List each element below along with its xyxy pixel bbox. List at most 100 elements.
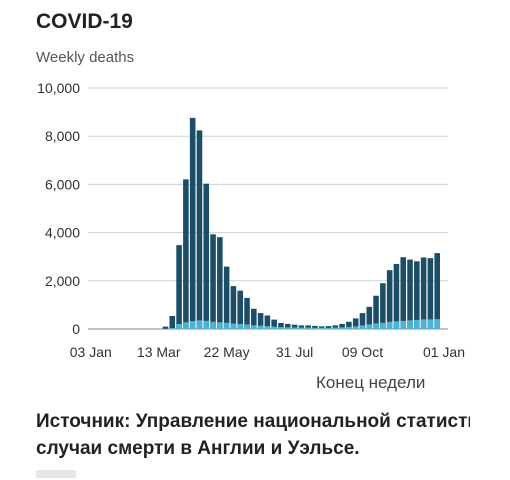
y-tick-label: 4,000	[45, 225, 80, 241]
bar	[386, 270, 393, 329]
bar-secondary	[339, 327, 345, 329]
bar-secondary	[393, 321, 400, 329]
bar	[400, 257, 407, 329]
bar-secondary	[169, 328, 176, 329]
bar	[434, 253, 440, 329]
bar	[169, 315, 176, 329]
bar-secondary	[407, 320, 413, 329]
bar-secondary	[346, 326, 352, 329]
bar	[305, 325, 311, 329]
y-tick-label: 6,000	[45, 176, 80, 192]
bar	[244, 297, 250, 329]
bar	[366, 306, 373, 329]
y-tick-label: 10,000	[37, 80, 80, 96]
bar-secondary	[305, 327, 311, 329]
x-tick-label: 09 Oct	[342, 344, 383, 360]
bar-secondary	[223, 322, 230, 329]
bar-secondary	[210, 321, 216, 329]
bar	[284, 323, 291, 329]
bar	[427, 258, 434, 329]
bar-secondary	[217, 322, 223, 329]
bar	[203, 183, 210, 329]
bar-secondary	[332, 327, 339, 329]
source-line-1: Источник: Управление национальной статис…	[36, 411, 470, 432]
x-tick-label: 22 May	[204, 344, 250, 360]
bar-secondary	[312, 327, 318, 329]
bar-secondary	[189, 321, 196, 329]
x-tick-label: 01 Jan	[423, 344, 465, 360]
bar-secondary	[196, 320, 203, 329]
bar-secondary	[244, 324, 250, 329]
bar	[325, 326, 332, 329]
bar	[217, 237, 223, 329]
bar-secondary	[298, 327, 305, 329]
y-tick-label: 8,000	[45, 128, 80, 144]
bar-secondary	[359, 325, 366, 329]
bar	[298, 325, 305, 329]
cut-off-text-fragment	[36, 470, 76, 478]
bar-secondary	[318, 327, 325, 329]
bar	[237, 290, 244, 329]
bar	[278, 322, 284, 329]
bar	[393, 263, 400, 329]
bar-secondary	[420, 319, 427, 329]
bar	[223, 266, 230, 329]
bar	[359, 313, 366, 329]
bar-secondary	[203, 320, 210, 329]
bar	[407, 259, 413, 329]
chart-title: COVID-19	[36, 10, 133, 33]
bar	[230, 286, 237, 329]
bar	[420, 257, 427, 329]
bar	[373, 295, 379, 329]
x-tick-label: 31 Jul	[276, 344, 313, 360]
bar	[264, 315, 271, 329]
bar	[189, 117, 196, 329]
x-axis-label: Конец недели	[316, 373, 426, 392]
bar-secondary	[257, 325, 264, 329]
bar-secondary	[278, 327, 284, 329]
bar	[196, 130, 203, 329]
bar-secondary	[325, 327, 332, 329]
bar-secondary	[291, 327, 298, 329]
bar	[352, 318, 359, 329]
bar-secondary	[176, 323, 182, 329]
bar-secondary	[230, 323, 237, 329]
bar	[210, 234, 216, 329]
bar-secondary	[352, 326, 359, 329]
bar	[318, 326, 325, 329]
weekly-deaths-chart: 0 2,000 4,000 6,000 8,000 10,000 03 Jan 13 Mar 2…	[37, 80, 465, 360]
bar-secondary	[271, 326, 277, 329]
x-tick-label: 03 Jan	[70, 344, 112, 360]
bar-secondary	[400, 320, 407, 329]
chart-subtitle: Weekly deaths	[36, 49, 135, 66]
bar	[312, 325, 318, 329]
bar-secondary	[386, 321, 393, 329]
source-line-2: случаи смерти в Англии и Уэльсе.	[36, 438, 360, 459]
bar-secondary	[434, 319, 440, 329]
bar	[257, 313, 264, 329]
source-note: Источник: Управление национальной статис…	[36, 408, 470, 462]
bar	[183, 179, 189, 329]
bar-secondary	[251, 325, 257, 329]
bar-secondary	[373, 323, 379, 329]
bar	[414, 261, 420, 329]
bar	[339, 323, 345, 329]
y-tick-label: 0	[72, 321, 80, 337]
bar	[251, 308, 257, 329]
bar-secondary	[183, 322, 189, 329]
bar-secondary	[284, 327, 291, 329]
bar-secondary	[366, 324, 373, 329]
x-tick-label: 13 Mar	[137, 344, 181, 360]
bar	[291, 324, 298, 329]
bar	[176, 245, 182, 329]
bar	[332, 325, 339, 329]
bar	[162, 326, 169, 329]
bar-secondary	[380, 322, 386, 329]
bar-secondary	[264, 326, 271, 329]
bar	[346, 321, 352, 329]
bar-secondary	[414, 319, 420, 329]
bar	[380, 283, 386, 329]
bar	[271, 319, 277, 329]
bar-secondary	[427, 319, 434, 329]
y-tick-label: 2,000	[45, 273, 80, 289]
